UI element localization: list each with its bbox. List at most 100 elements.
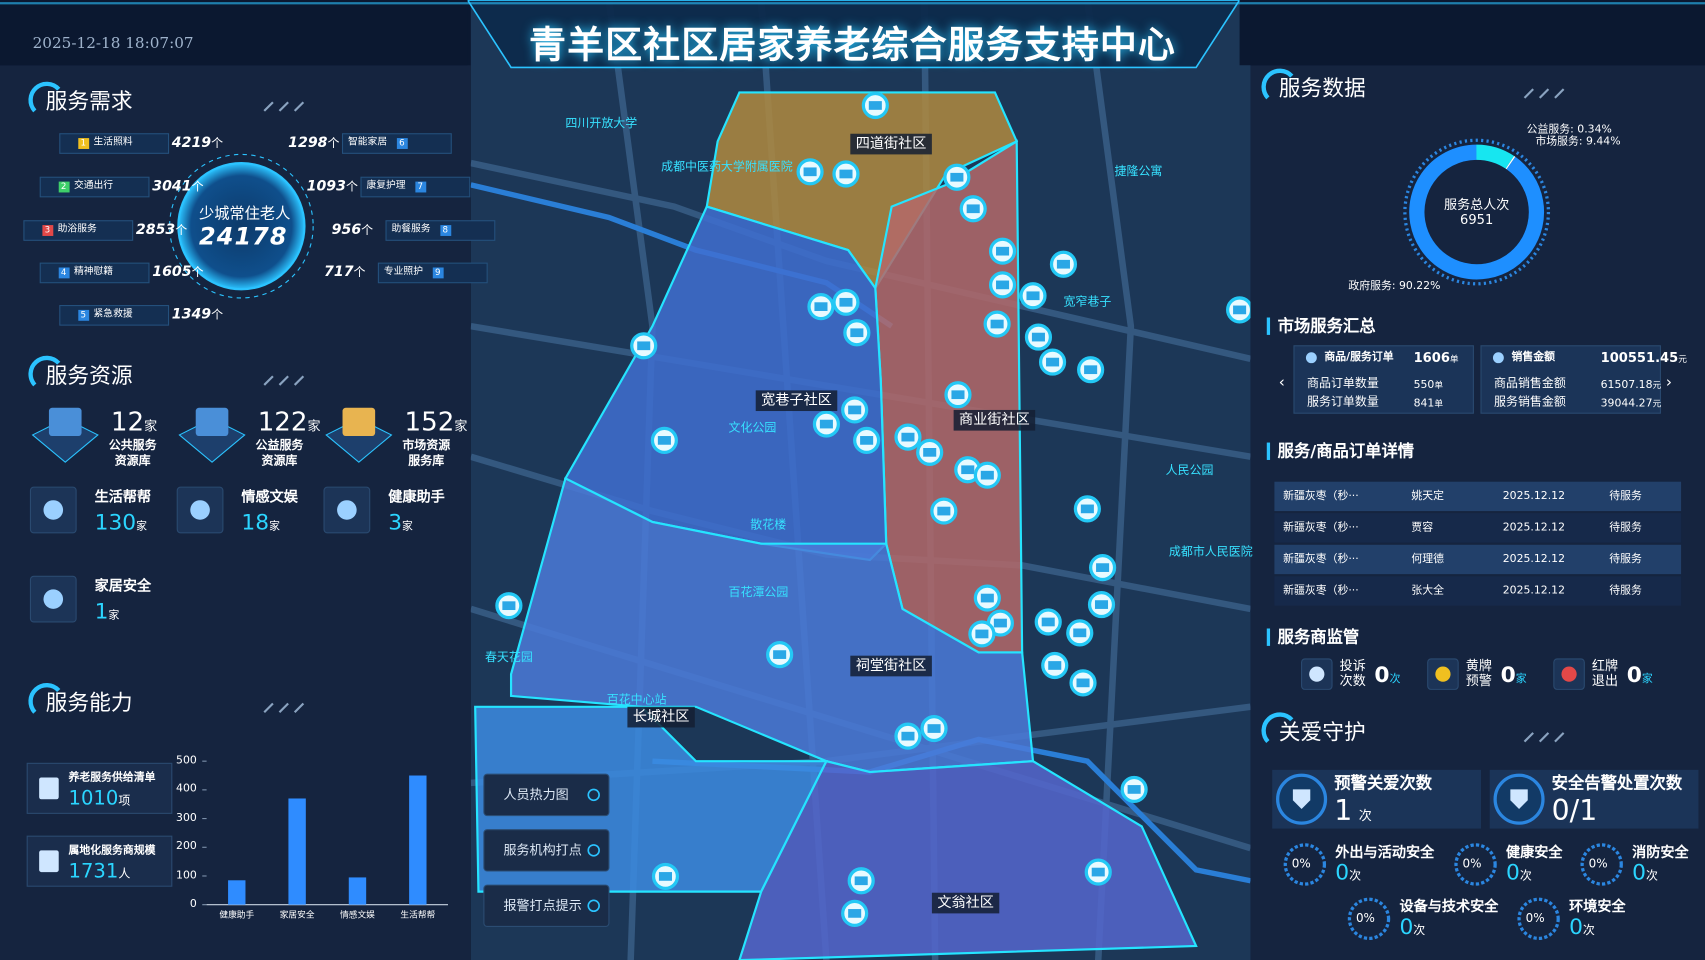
section-slash [293,702,305,713]
care-card-name: 预警关爱次数 [1334,773,1433,793]
map-button[interactable] [483,829,610,872]
map-street [1084,0,1135,960]
rank: 2 [60,181,67,192]
resource-value-unit: 家 [144,418,158,434]
check-icon [587,788,600,802]
market-card-value: 1606单 [1414,351,1459,364]
market-card-icon [1305,352,1317,364]
demand-value-unit: 个 [353,265,366,280]
demand-value: 1605个 [152,265,203,279]
rate-ring [1454,843,1497,886]
ring-value: 0次 [1632,861,1658,883]
table-cell: 何理德 [1411,553,1445,566]
section-title: 服务数据 [1278,75,1366,102]
market-row-name: 服务订单数量 [1307,394,1379,409]
stat-name: 属地化服务商规模 [68,844,156,857]
resource-item-glyph [43,589,64,609]
ring-value: 0次 [1506,861,1532,883]
community-label: 文翁社区 [931,892,1000,914]
place-label: 人民公园 [1165,463,1214,478]
demand-value: 2853个 [136,223,187,237]
map-pin-icon [990,319,1004,329]
resource-item-glyph [337,500,357,520]
demand-value: 1349个 [172,308,223,322]
community-label: 宽巷子社区 [755,390,838,412]
resource-value: 152家 [405,409,468,435]
market-row-name: 商品订单数量 [1307,376,1379,391]
y-tick-label: 100 [176,869,197,882]
ring-value-unit: 次 [1519,868,1532,883]
demand-value: 3041个 [152,179,203,193]
care-card-value-unit: 次 [1358,807,1372,824]
map-pin-icon [1076,678,1090,688]
y-tick-label: 400 [176,783,197,796]
rate-label: 0% [1291,856,1311,871]
map-pin-icon [996,280,1010,290]
rate-label: 0% [1588,856,1608,871]
datetime: 2025-12-18 18:07:07 [32,34,194,53]
rank: 1 [80,138,87,148]
community-label: 商业街社区 [953,409,1036,431]
supervision-value-value: 0 [1500,661,1516,688]
stat-icon [39,850,59,873]
map-pin-icon [937,506,951,516]
table-cell: 姚天定 [1411,490,1445,503]
supervision-value-unit: 次 [1389,673,1401,686]
care-card-value-value: 1 [1334,794,1353,828]
demand-value-value: 1093 [306,178,346,195]
stat-value-unit: 项 [118,793,131,808]
rate-ring [1517,897,1560,941]
resource-item-name: 情感文娱 [241,489,298,506]
market-row-value: 550单 [1414,377,1443,391]
subsection-title: 市场服务汇总 [1277,316,1376,336]
donut-center-value: 6951 [1460,212,1494,228]
stat-value: 1731人 [69,862,131,882]
section-icon [28,81,61,113]
rank-badge [58,267,70,279]
place-label: 宽窄巷子 [1063,294,1112,309]
table-cell: 待服务 [1609,521,1642,534]
market-row-value-value: 39044.27 [1600,397,1653,410]
community-area [509,476,1035,774]
care-shield-glyph [1292,789,1311,810]
map-pin-icon [1041,617,1055,627]
resource-item-name: 家居安全 [94,578,152,595]
check-icon [587,844,600,857]
resource-item-value-unit: 家 [402,520,413,533]
map-pin-icon [1031,332,1045,342]
map-button[interactable] [483,884,610,927]
resource-item-value: 3家 [388,511,413,533]
place-label: 春天花园 [484,650,533,665]
subsection-title: 服务商监管 [1277,627,1360,647]
rate-ring [1580,843,1623,886]
map-button[interactable] [483,773,610,817]
resident-value: 24178 [198,223,288,252]
section-title: 服务能力 [45,689,133,716]
supervision-name: 投诉次数 [1339,657,1366,689]
market-row-value: 39044.27元 [1601,396,1662,410]
rank-badge [78,309,90,321]
resource-icon [48,407,82,437]
demand-name: 智能家居 [347,137,388,148]
section-icon [28,683,61,714]
section-title: 服务需求 [45,88,133,115]
map-pin-icon [502,601,516,611]
community-label: 祠堂街社区 [850,655,932,677]
ring-value-value: 0 [1399,913,1414,940]
resident-orb [177,162,306,291]
care-card-value: 0/1 [1552,797,1597,825]
donut-outer-ring [1403,138,1551,286]
demand-value-unit: 个 [191,179,204,194]
map-pin-icon [1048,661,1062,670]
demand-value-value: 1298 [288,134,328,152]
ring-value-unit: 次 [1349,868,1362,883]
map-pin-icon [848,405,862,415]
map-pin-icon [1094,600,1109,609]
resource-item-name: 健康助手 [388,489,445,506]
x-tick-label: 生活帮帮 [400,910,436,920]
ring-name: 消防安全 [1632,844,1689,862]
place-label: 文化公园 [728,420,777,435]
